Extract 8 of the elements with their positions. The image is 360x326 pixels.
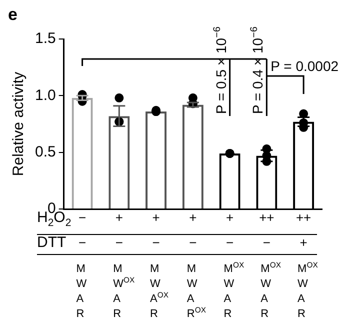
annotation: P = 0.0002 bbox=[270, 58, 339, 74]
text: DTT bbox=[37, 234, 66, 251]
x-tick-label: − − M W A R bbox=[76, 210, 88, 320]
y-tick-label: 0.5 bbox=[34, 143, 56, 160]
y-tick-label: 1.5 bbox=[34, 30, 56, 48]
chart-title: e bbox=[8, 5, 18, 24]
y-tick-label: 1.0 bbox=[34, 86, 56, 104]
y-axis-title: Relative activity bbox=[10, 71, 28, 176]
